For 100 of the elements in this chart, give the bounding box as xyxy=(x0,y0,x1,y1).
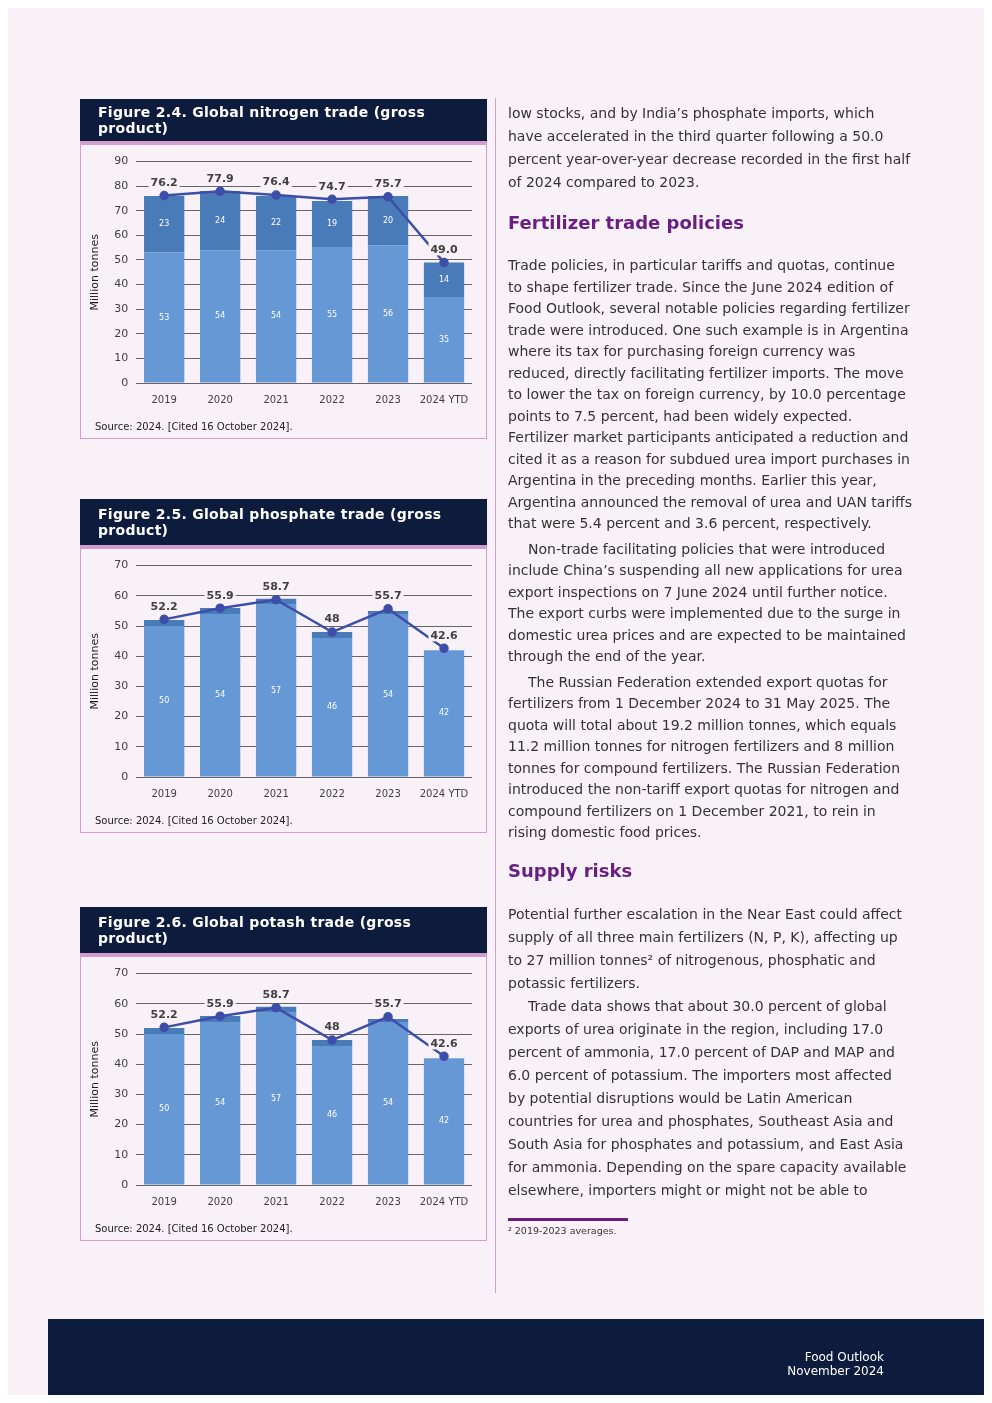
point xyxy=(215,603,225,613)
point xyxy=(439,643,449,654)
bar xyxy=(144,196,185,253)
y-tick-label: 30 xyxy=(114,1087,129,1101)
chart-title: Figure 2.6. Global potash trade (gross product) xyxy=(80,907,487,953)
data-label: 55.7 xyxy=(374,997,402,1011)
text: Food Outlook xyxy=(803,1350,884,1364)
data-label: 42.6 xyxy=(430,1036,458,1050)
y-tick-label: 70 xyxy=(114,558,129,572)
x-tick-label: 2020 xyxy=(207,787,233,799)
data-label: 76.4 xyxy=(262,175,291,189)
data-label: 42.6 xyxy=(430,628,458,642)
x-tick-label: 2019 xyxy=(151,1195,177,1207)
y-tick-label: 90 xyxy=(114,154,129,168)
data-label: 42 xyxy=(438,708,450,718)
data-label: 57 xyxy=(271,1093,282,1103)
y-tick-label: 70 xyxy=(114,203,129,217)
chart-title: Figure 2.5. Global phosphate trade (gross product) xyxy=(80,499,487,545)
text: low stocks, and by India’s phosphate imports, which have accelerated in the third quarter following a 50.0 percent year-over-year decrease recorded in the first half of 2024 compared to 2023. xyxy=(508,104,912,192)
data-label: 35 xyxy=(438,334,450,344)
x-tick-label: 2022 xyxy=(319,1195,345,1207)
bar xyxy=(311,638,353,777)
y-tick-label: 0 xyxy=(121,375,129,389)
data-label: 54 xyxy=(215,1098,226,1108)
y-tick-label: 10 xyxy=(114,739,129,753)
text: Non-trade facilitating policies that were introduced include China’s suspending all new applications for urea export inspections on 7 June 2024 until further notice. The export curbs were implemented due to the surge in domestic urea prices and are expected to be maintained through the end of the year. xyxy=(508,539,907,666)
data-label: 22 xyxy=(271,218,282,228)
bar xyxy=(311,247,353,383)
source-note: Source: 2024. [Cited 16 October 2024]. xyxy=(95,815,294,826)
text: Supply risks xyxy=(508,859,634,881)
data-label: 54 xyxy=(382,1098,394,1108)
point xyxy=(383,192,393,202)
data-label: 55 xyxy=(326,310,338,320)
point xyxy=(383,1012,393,1022)
bar xyxy=(255,196,297,251)
y-tick-label: 40 xyxy=(114,277,129,291)
y-tick-label: 30 xyxy=(114,679,129,693)
bar xyxy=(144,1034,185,1185)
x-tick-label: 2019 xyxy=(151,393,177,405)
data-label: 54 xyxy=(215,690,226,700)
point xyxy=(327,194,337,204)
x-tick-label: 2020 xyxy=(207,393,233,405)
bar xyxy=(200,1021,241,1185)
text: November 2024 xyxy=(786,1364,884,1378)
point xyxy=(271,1002,281,1013)
y-tick-label: 20 xyxy=(114,1117,129,1131)
data-label: 46 xyxy=(326,1110,338,1120)
x-tick-label: 2023 xyxy=(375,1195,401,1207)
bar xyxy=(255,1012,297,1185)
point xyxy=(439,1051,449,1062)
y-tick-label: 50 xyxy=(114,252,129,266)
y-tick-label: 50 xyxy=(114,618,129,632)
data-label: 74.7 xyxy=(318,179,346,193)
data-label: 50 xyxy=(159,696,170,706)
data-label: 48 xyxy=(324,612,340,626)
point xyxy=(327,627,337,637)
bar xyxy=(423,262,465,297)
data-label: 58.7 xyxy=(262,580,290,594)
data-label: 53 xyxy=(159,312,170,322)
point xyxy=(159,190,169,201)
bar xyxy=(367,245,409,383)
data-label: 23 xyxy=(159,219,170,229)
x-tick-label: 2021 xyxy=(263,393,289,405)
x-tick-label: 2023 xyxy=(375,393,401,405)
bar xyxy=(311,1046,353,1185)
data-label: 19 xyxy=(326,219,338,229)
x-tick-label: 2022 xyxy=(319,787,345,799)
point xyxy=(215,186,225,197)
x-tick-label: 2023 xyxy=(375,787,401,799)
data-label: 46 xyxy=(326,702,338,712)
bar xyxy=(423,296,465,383)
point xyxy=(271,594,281,605)
data-label: 14 xyxy=(438,274,450,284)
y-tick-label: 30 xyxy=(114,302,129,316)
y-tick-label: 40 xyxy=(114,1057,129,1071)
bar xyxy=(144,626,185,777)
y-tick-label: 50 xyxy=(114,1026,129,1040)
x-tick-label: 2021 xyxy=(263,1195,289,1207)
y-tick-label: 40 xyxy=(114,649,129,663)
text: ² 2019-2023 averages. xyxy=(508,1224,618,1236)
bar xyxy=(367,1021,409,1185)
data-label: 48 xyxy=(324,1020,340,1034)
x-tick-label: 2024 YTD xyxy=(419,787,469,799)
data-label: 55.9 xyxy=(206,996,234,1010)
data-label: 75.7 xyxy=(374,177,402,191)
y-tick-label: 0 xyxy=(121,769,129,783)
data-label: 55.7 xyxy=(374,589,402,603)
data-label: 54 xyxy=(382,690,394,700)
text: Trade data shows that about 30.0 percent of global exports of urea originate in the region, including 17.0 percent of ammonia, 17.0 percent of DAP and MAP and 6.0 percent of potassium. The importers most affected by potential disruptions would be Latin American countries for urea and phosphates, Southeast Asia and South Asia for phosphates and potassium, and East Asia for ammonia. Depending on the spare capacity available elsewhere, importers might or might not be able to xyxy=(508,997,907,1198)
bar xyxy=(255,250,297,383)
x-tick-label: 2021 xyxy=(263,787,289,799)
data-label: 57 xyxy=(271,685,282,695)
chart-title: Figure 2.4. Global nitrogen trade (gross product) xyxy=(80,99,487,141)
y-tick-label: 20 xyxy=(114,326,129,340)
point xyxy=(439,257,449,268)
bar xyxy=(200,613,241,777)
data-label: 55.9 xyxy=(206,588,234,602)
y-tick-label: 10 xyxy=(114,351,129,365)
source-note: Source: 2024. [Cited 16 October 2024]. xyxy=(95,1223,294,1234)
y-tick-label: 10 xyxy=(114,1147,129,1161)
